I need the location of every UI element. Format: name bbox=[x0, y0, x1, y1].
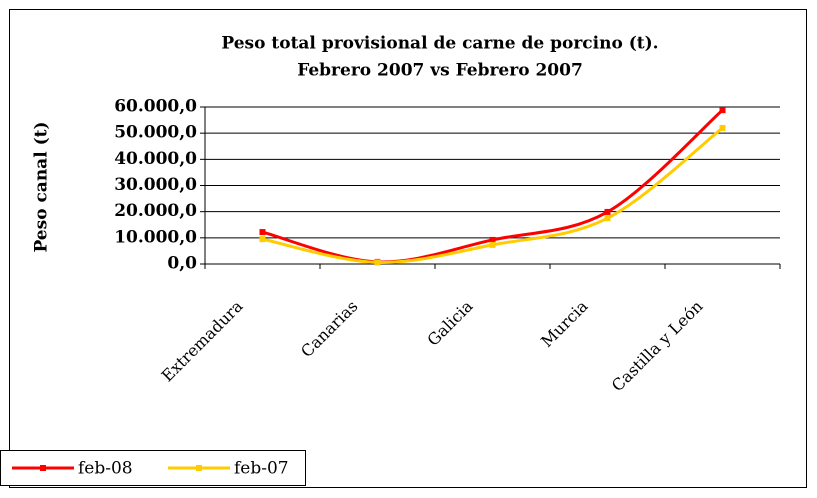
point-marker bbox=[604, 208, 611, 215]
y-tick-label: 60.000,0 bbox=[114, 97, 197, 117]
point-marker bbox=[374, 259, 381, 266]
point-marker bbox=[719, 124, 726, 131]
y-tick-label: 20.000,0 bbox=[114, 201, 197, 221]
chart-frame bbox=[9, 9, 807, 488]
legend-marker bbox=[196, 465, 202, 471]
y-tick-label: 10.000,0 bbox=[114, 227, 197, 247]
chart-title: Peso total provisional de carne de porci… bbox=[221, 34, 658, 54]
point-marker bbox=[489, 241, 496, 248]
y-tick-label: 30.000,0 bbox=[114, 175, 197, 195]
point-marker bbox=[259, 236, 266, 243]
y-axis-label: Peso canal (t) bbox=[32, 121, 52, 252]
chart-title: Febrero 2007 vs Febrero 2007 bbox=[297, 61, 583, 81]
y-tick-label: 0,0 bbox=[167, 254, 197, 274]
point-marker bbox=[604, 215, 611, 222]
legend-label: feb-07 bbox=[234, 459, 289, 479]
point-marker bbox=[489, 236, 496, 243]
y-tick-label: 50.000,0 bbox=[114, 123, 197, 143]
y-tick-label: 40.000,0 bbox=[114, 149, 197, 169]
point-marker bbox=[719, 107, 726, 114]
legend-marker bbox=[40, 465, 46, 471]
legend-label: feb-08 bbox=[78, 459, 133, 479]
point-marker bbox=[259, 229, 266, 236]
series-line bbox=[262, 109, 724, 264]
